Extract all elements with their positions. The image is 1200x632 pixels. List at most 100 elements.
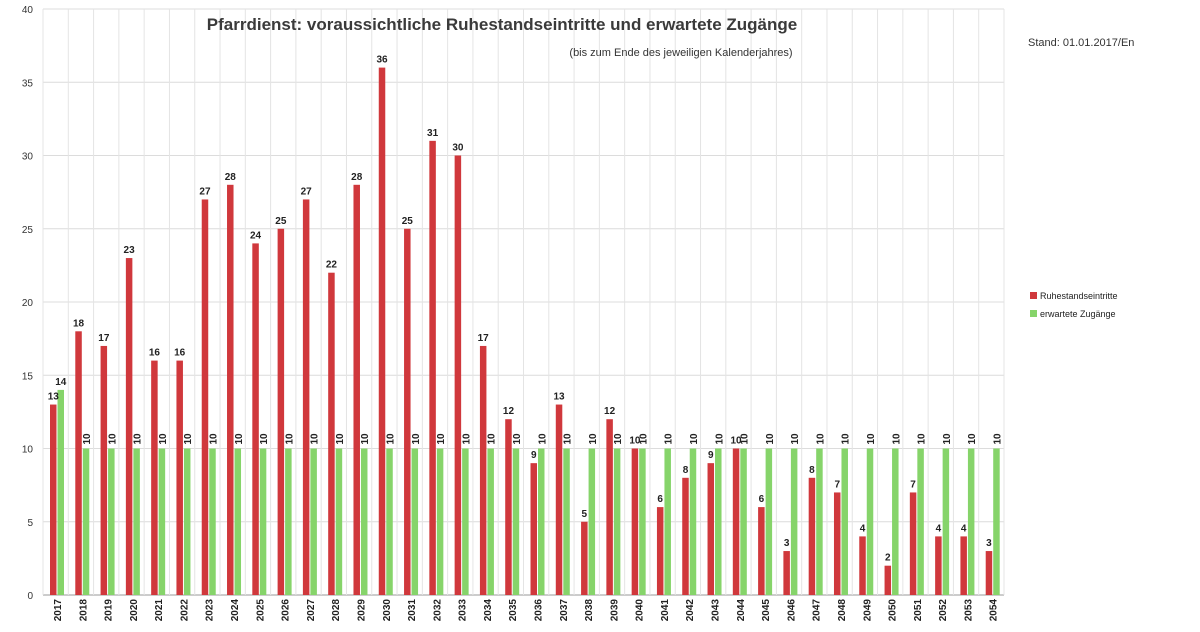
bar-zugaenge-2020	[133, 448, 140, 595]
bar-ruhestand-2052	[935, 536, 942, 595]
x-tick-label-2042: 2042	[685, 599, 696, 622]
bar-zugaenge-2027	[310, 448, 317, 595]
x-tick-label-2020: 2020	[129, 599, 140, 622]
data-label-ruhestand-2042: 8	[683, 465, 689, 476]
data-label-ruhestand-2038: 5	[582, 509, 588, 520]
bar-zugaenge-2023	[209, 448, 216, 595]
x-tick-label-2050: 2050	[888, 599, 899, 622]
data-label-ruhestand-2037: 13	[553, 392, 565, 403]
data-label-zugaenge-2024: 10	[234, 433, 245, 445]
data-label-zugaenge-2018: 10	[82, 433, 93, 445]
x-tick-label-2041: 2041	[660, 599, 671, 622]
x-tick-label-2046: 2046	[786, 599, 797, 622]
data-label-zugaenge-2020: 10	[133, 433, 144, 445]
data-label-zugaenge-2022: 10	[183, 433, 194, 445]
data-label-zugaenge-2017: 14	[55, 377, 67, 388]
data-label-ruhestand-2050: 2	[885, 553, 891, 564]
x-tick-label-2034: 2034	[483, 599, 494, 622]
x-tick-label-2044: 2044	[736, 599, 747, 622]
bar-zugaenge-2031	[411, 448, 419, 595]
bar-zugaenge-2042	[689, 448, 697, 595]
data-label-ruhestand-2017: 13	[48, 392, 60, 403]
y-tick-label-3: 15	[22, 371, 34, 382]
bar-ruhestand-2023	[201, 199, 209, 595]
bar-zugaenge-2044	[740, 448, 747, 595]
legend-swatch-ruhestand	[1030, 292, 1037, 299]
chart-title: Pfarrdienst: voraussichtliche Ruhestands…	[207, 15, 797, 34]
data-label-zugaenge-2052: 10	[942, 433, 953, 445]
data-label-zugaenge-2033: 10	[461, 433, 472, 445]
bar-ruhestand-2051	[909, 492, 917, 595]
y-tick-label-8: 40	[22, 5, 34, 16]
data-label-zugaenge-2030: 10	[386, 433, 397, 445]
data-label-ruhestand-2046: 3	[784, 538, 790, 549]
data-label-zugaenge-2040: 10	[638, 433, 649, 445]
x-tick-label-2030: 2030	[382, 599, 393, 622]
data-label-zugaenge-2027: 10	[310, 433, 321, 445]
x-tick-label-2027: 2027	[306, 599, 317, 622]
bar-ruhestand-2022	[176, 360, 183, 595]
bar-zugaenge-2026	[285, 448, 292, 595]
data-label-zugaenge-2028: 10	[335, 433, 346, 445]
bar-ruhestand-2028	[328, 272, 335, 595]
bar-ruhestand-2039	[606, 419, 613, 595]
x-tick-label-2019: 2019	[104, 599, 115, 622]
y-axis: 0 5 10 15 20 25 30 35 40	[22, 5, 34, 602]
bar-zugaenge-2024	[234, 448, 242, 595]
data-label-ruhestand-2035: 12	[503, 406, 515, 417]
x-tick-label-2036: 2036	[534, 599, 545, 622]
bar-zugaenge-2049	[866, 448, 874, 595]
bar-zugaenge-2021	[158, 448, 166, 595]
data-label-ruhestand-2021: 16	[149, 348, 161, 359]
data-label-ruhestand-2025: 24	[250, 230, 262, 241]
bar-zugaenge-2029	[360, 448, 368, 595]
x-tick-label-2023: 2023	[205, 599, 216, 622]
bar-zugaenge-2036	[538, 448, 545, 595]
data-label-ruhestand-2051: 7	[910, 479, 916, 490]
bar-zugaenge-2019	[108, 448, 115, 595]
data-label-ruhestand-2048: 7	[834, 479, 840, 490]
bar-ruhestand-2030	[378, 67, 386, 596]
data-label-zugaenge-2046: 10	[790, 433, 801, 445]
bar-zugaenge-2022	[183, 448, 191, 595]
bar-zugaenge-2043	[715, 448, 722, 595]
bar-ruhestand-2045	[758, 507, 765, 595]
y-tick-label-1: 5	[27, 518, 33, 529]
data-label-zugaenge-2049: 10	[866, 433, 877, 445]
data-label-zugaenge-2034: 10	[487, 433, 498, 445]
bar-ruhestand-2034	[479, 345, 487, 595]
data-label-zugaenge-2025: 10	[259, 433, 270, 445]
legend-label-ruhestand: Ruhestandseintritte	[1040, 291, 1118, 301]
bar-ruhestand-2037	[555, 404, 563, 595]
data-label-ruhestand-2026: 25	[275, 216, 287, 227]
data-label-ruhestand-2036: 9	[531, 450, 537, 461]
data-label-zugaenge-2051: 10	[917, 433, 928, 445]
bar-zugaenge-2025	[259, 448, 267, 595]
stand-note: Stand: 01.01.2017/En	[1028, 37, 1134, 49]
data-label-ruhestand-2031: 25	[402, 216, 414, 227]
bar-zugaenge-2017	[57, 389, 64, 595]
data-label-ruhestand-2045: 6	[759, 494, 765, 505]
data-label-ruhestand-2030: 36	[376, 55, 388, 66]
bar-ruhestand-2044	[732, 448, 740, 595]
bar-zugaenge-2050	[892, 448, 899, 595]
x-tick-label-2037: 2037	[559, 599, 570, 622]
bar-zugaenge-2035	[512, 448, 520, 595]
data-label-zugaenge-2032: 10	[436, 433, 447, 445]
bar-zugaenge-2030	[386, 448, 393, 595]
data-label-zugaenge-2031: 10	[411, 433, 422, 445]
bar-zugaenge-2039	[613, 448, 621, 595]
x-tick-label-2047: 2047	[812, 599, 823, 622]
bar-zugaenge-2054	[993, 448, 1000, 595]
bar-zugaenge-2041	[664, 448, 671, 595]
bar-ruhestand-2019	[100, 345, 108, 595]
data-label-zugaenge-2037: 10	[563, 433, 574, 445]
bar-ruhestand-2027	[302, 199, 310, 595]
bar-ruhestand-2050	[884, 565, 892, 595]
bar-ruhestand-2036	[530, 463, 537, 595]
x-tick-label-2039: 2039	[609, 599, 620, 622]
y-tick-label-6: 30	[22, 152, 34, 163]
data-label-zugaenge-2039: 10	[613, 433, 624, 445]
data-label-zugaenge-2054: 10	[992, 433, 1003, 445]
data-label-zugaenge-2023: 10	[208, 433, 219, 445]
